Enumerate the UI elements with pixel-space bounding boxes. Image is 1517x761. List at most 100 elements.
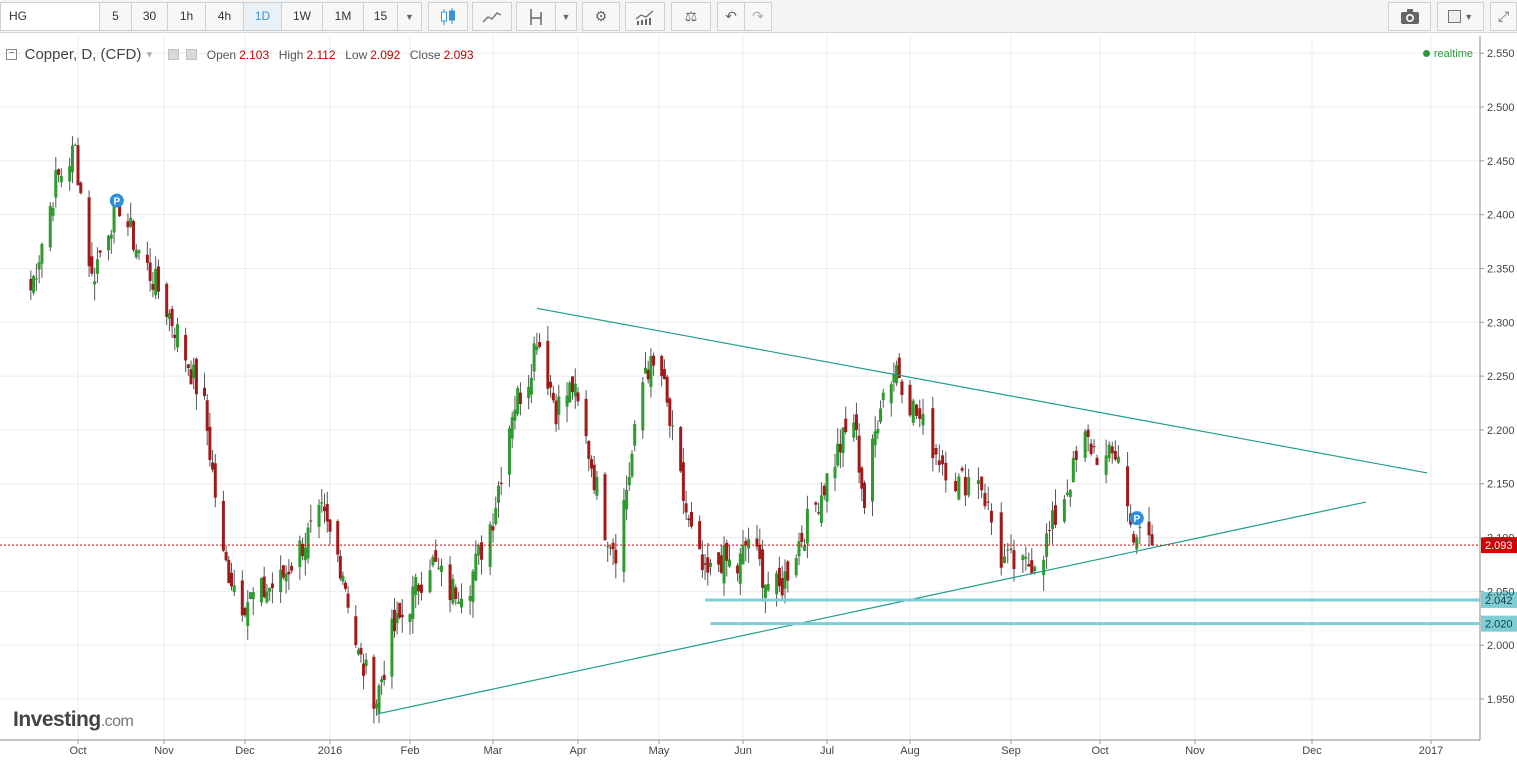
price-tick-label: 2.300 [1487,317,1515,329]
candle-up [529,377,533,395]
candle-down [205,400,209,431]
candle-up [967,477,971,496]
candle-down [79,182,83,194]
candle-down [999,512,1003,568]
time-tick-label: Sep [1001,745,1021,757]
candle-down [194,358,198,395]
candle-down [687,518,691,521]
symbol-input[interactable]: HG [0,2,100,31]
chevron-down-icon[interactable]: ▼ [144,49,154,60]
price-axis: 2.550 2.500 2.450 2.400 2.350 2.300 2.250 2.200… [1480,48,1515,706]
candle-up [54,170,58,198]
candle-up [317,504,321,527]
layout-select[interactable]: ▼ [1437,2,1484,31]
candle-up [622,499,626,572]
candle-up [68,166,72,182]
settings-button[interactable]: ⚙ [582,2,620,31]
scales-icon: ⚖ [684,8,698,24]
axis-frame [0,36,1481,741]
price-tick-label: 2.100 [1487,533,1515,545]
candle-down [954,480,958,492]
interval-1w[interactable]: 1W [281,2,323,31]
candle-up [881,392,885,401]
studies-button[interactable] [625,2,665,31]
candle-down [538,341,542,347]
candle-down [57,169,61,175]
candle-down [1012,550,1016,570]
candle-up [95,259,99,274]
candle-up [911,400,915,423]
candle-up [411,586,415,619]
candle-down [700,554,704,571]
candle-down [986,501,990,503]
candle-down [1147,521,1151,536]
candle-down [838,444,842,453]
fullscreen-button[interactable]: ⤢ [1490,2,1517,31]
candle-down [590,459,593,469]
expand-icon: ⤢ [1497,8,1510,24]
line-style-button[interactable] [472,2,512,31]
close-value: 2.093 [443,47,474,62]
candle-down [1027,564,1031,567]
settings-mini-button[interactable] [167,49,179,61]
candles-icon [441,8,455,25]
candle-down [980,476,984,491]
candle-up [1116,456,1120,463]
candle-down [240,580,244,616]
interval-1h[interactable]: 1h [167,2,206,31]
candle-down [148,262,152,281]
candle-up [957,476,961,500]
candle-up [431,556,435,566]
candle-down [698,521,702,550]
candle-up [892,373,896,383]
candle-down [1048,530,1052,532]
time-tick-label: Dec [235,745,255,757]
candle-up [279,569,283,593]
candles-style-button[interactable] [428,2,468,31]
candle-down [170,308,174,327]
collapse-legend-button[interactable]: − [6,49,17,61]
candle-up [32,276,36,293]
price-tick-label: 2.400 [1487,210,1515,222]
candle-down [1126,466,1130,507]
logo-name: Investing [13,708,101,731]
redo-button[interactable]: ↷ [744,2,772,31]
remove-mini-button[interactable] [186,49,198,61]
candle-up [51,207,55,216]
candle-down [354,616,358,646]
indicators-dropdown-button[interactable]: ▼ [555,2,577,31]
candle-down [758,544,762,560]
interval-dropdown-button[interactable]: ▼ [397,2,422,31]
candle-up [921,413,925,426]
candle-down [761,549,765,588]
candle-down [1030,560,1034,574]
time-tick-label: Feb [401,745,420,757]
logo-suffix: .com [100,713,134,730]
candle-up [841,427,845,454]
realtime-status: realtime [1422,48,1473,60]
low-label: Low [345,47,368,62]
interval-4h[interactable]: 4h [205,2,244,31]
screenshot-button[interactable] [1388,2,1431,31]
candle-up [40,243,44,264]
candle-down [546,340,550,389]
support-level-tag [1481,591,1517,608]
candle-up [852,422,856,438]
interval-1m[interactable]: 1M [322,2,364,31]
compare-button[interactable]: ⚖ [671,2,711,31]
candle-up [93,281,97,285]
candle-down [908,384,912,416]
candle-down [98,250,102,253]
price-tick-label: 2.000 [1487,640,1515,652]
pivot-marker [1129,511,1144,526]
candle-down [1150,534,1154,546]
candle-down [549,381,553,388]
candle-up [377,685,381,713]
candle-down [398,602,402,618]
candle-down [362,663,366,676]
interval-1d[interactable]: 1D [243,2,282,31]
candle-down [328,519,332,532]
candle-up [741,544,745,564]
time-tick-label: Jul [820,745,834,757]
